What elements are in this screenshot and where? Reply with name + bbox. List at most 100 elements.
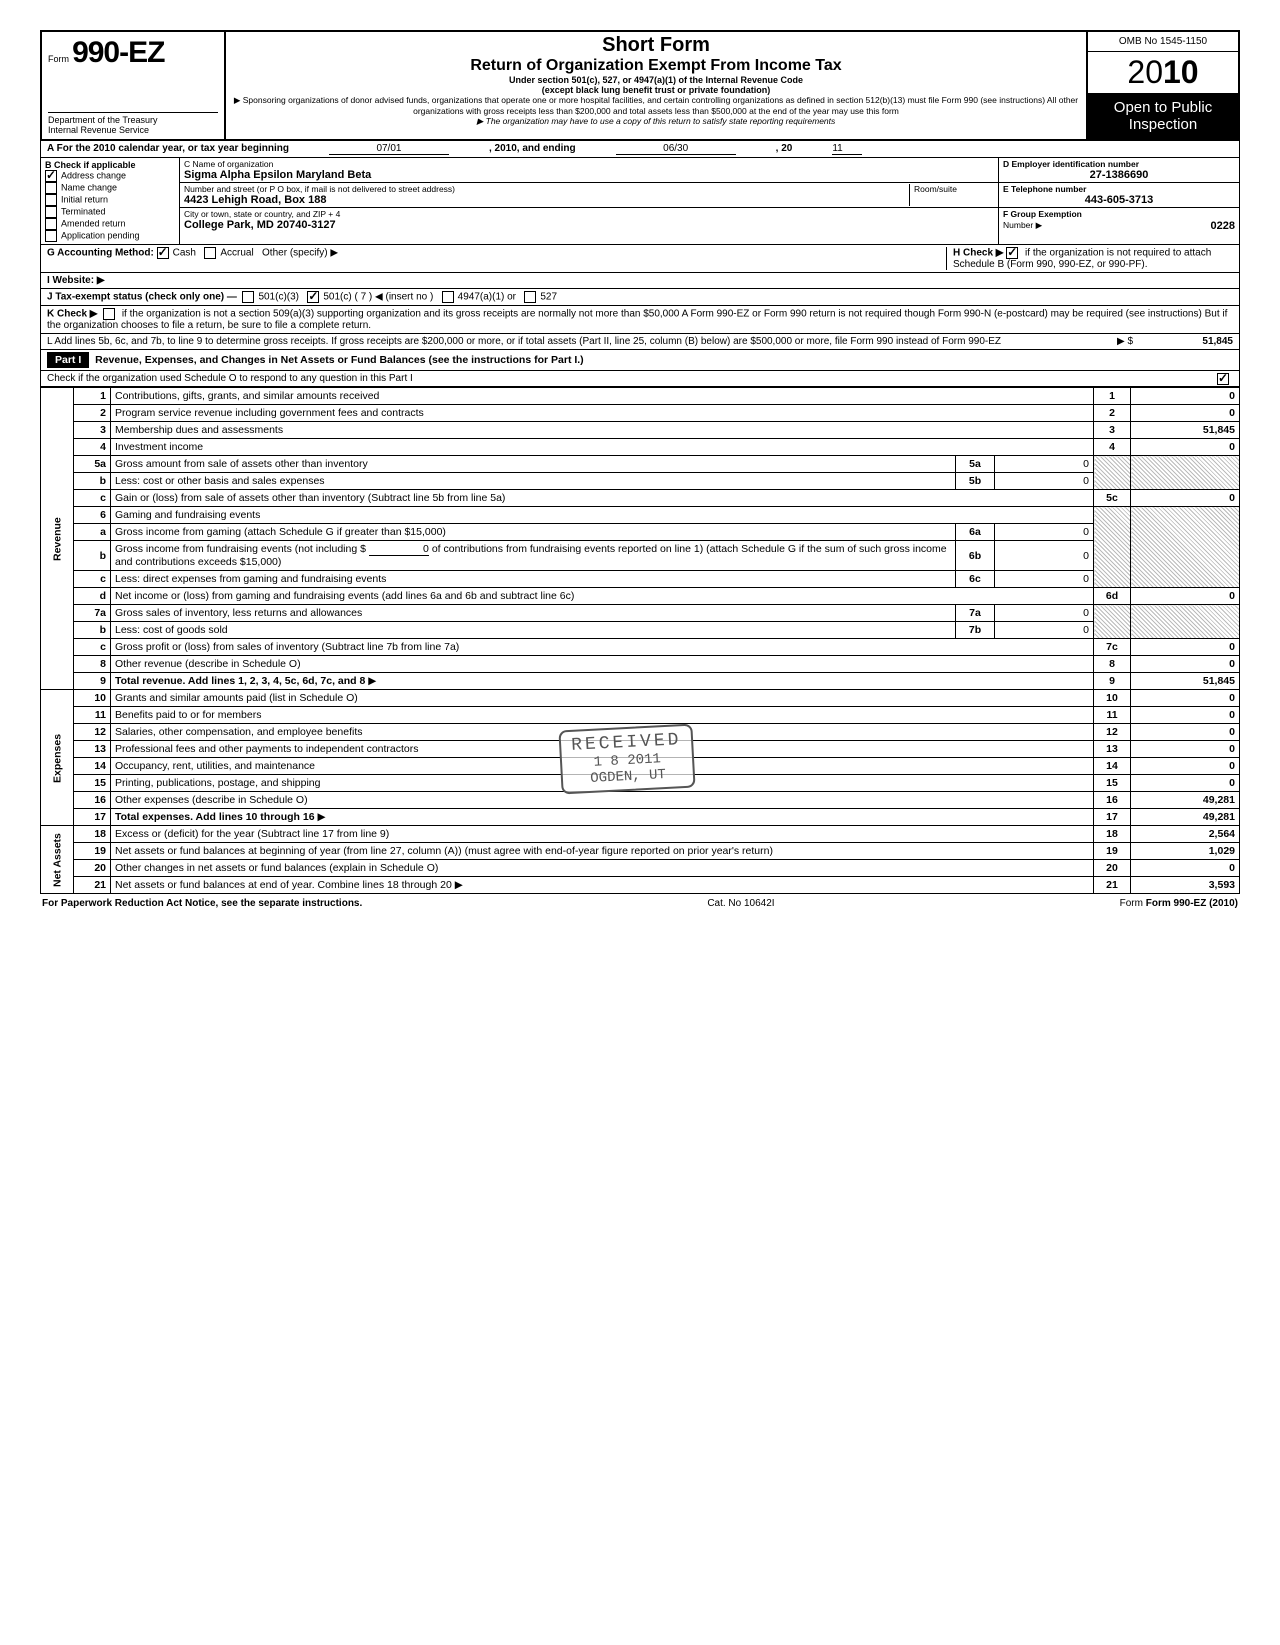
line-i: I Website: ▶ — [40, 273, 1240, 289]
line-19-text: Net assets or fund balances at beginning… — [111, 843, 1094, 860]
line-18-text: Excess or (deficit) for the year (Subtra… — [111, 826, 1094, 843]
line-g-h: G Accounting Method: Cash Accrual Other … — [40, 245, 1240, 273]
line-1-val: 0 — [1131, 388, 1240, 405]
line-box-3: 3 — [1094, 422, 1131, 439]
line-box-5c: 5c — [1094, 490, 1131, 507]
c-label: C Name of organization — [184, 159, 994, 169]
sub-5b: 5b — [956, 473, 995, 490]
line-9-text: Total revenue. Add lines 1, 2, 3, 4, 5c,… — [115, 675, 365, 687]
line-num-16: 16 — [74, 792, 111, 809]
line-9-val: 51,845 — [1131, 673, 1240, 690]
part1-check-row: Check if the organization used Schedule … — [40, 371, 1240, 387]
j-4947: 4947(a)(1) or — [458, 292, 516, 303]
line-5a-sub: 0 — [995, 456, 1094, 473]
line-14-val: 0 — [1131, 758, 1240, 775]
line-num-5b: b — [74, 473, 111, 490]
check-initial-return[interactable] — [45, 194, 57, 206]
line-21-cell: Net assets or fund balances at end of ye… — [111, 877, 1094, 894]
netassets-side-label: Net Assets — [41, 826, 74, 894]
check-accrual[interactable] — [204, 247, 216, 259]
group-exemption: 0228 — [1211, 220, 1235, 232]
line-20-text: Other changes in net assets or fund bala… — [111, 860, 1094, 877]
check-address-change[interactable] — [45, 170, 57, 182]
line-box-4: 4 — [1094, 439, 1131, 456]
check-label-3: Terminated — [61, 206, 106, 216]
header-note1: ▶ Sponsoring organizations of donor advi… — [232, 95, 1080, 116]
check-amended[interactable] — [45, 218, 57, 230]
line-6d-text: Net income or (loss) from gaming and fun… — [111, 588, 1094, 605]
j-527: 527 — [540, 292, 557, 303]
shade-6 — [1094, 507, 1131, 588]
line-7b-sub: 0 — [995, 622, 1094, 639]
check-label-4: Amended return — [61, 218, 126, 228]
line-box-20: 20 — [1094, 860, 1131, 877]
line-num-10: 10 — [74, 690, 111, 707]
line-num-8: 8 — [74, 656, 111, 673]
line-15-val: 0 — [1131, 775, 1240, 792]
line-num-6b: b — [74, 541, 111, 571]
line-16-text: Other expenses (describe in Schedule O) — [111, 792, 1094, 809]
line-box-16: 16 — [1094, 792, 1131, 809]
check-schedule-o[interactable] — [1217, 373, 1229, 385]
line-k: K Check ▶ if the organization is not a s… — [40, 306, 1240, 334]
line-num-7b: b — [74, 622, 111, 639]
line-13-text: Professional fees and other payments to … — [111, 741, 1094, 758]
line-num-5c: c — [74, 490, 111, 507]
ein: 27-1386690 — [1003, 169, 1235, 181]
line-6a-sub: 0 — [995, 524, 1094, 541]
line-15-text: Printing, publications, postage, and shi… — [111, 775, 1094, 792]
line-num-21: 21 — [74, 877, 111, 894]
entity-block: B Check if applicable Address change Nam… — [40, 158, 1240, 245]
line-14-text: Occupancy, rent, utilities, and maintena… — [111, 758, 1094, 775]
line-a-mid: , 2010, and ending — [489, 143, 576, 155]
line-10-text: Grants and similar amounts paid (list in… — [111, 690, 1094, 707]
line-num-6a: a — [74, 524, 111, 541]
line-num-15: 15 — [74, 775, 111, 792]
check-cash[interactable] — [157, 247, 169, 259]
year-prefix: 20 — [1127, 54, 1163, 90]
line-box-6d: 6d — [1094, 588, 1131, 605]
line-num-2: 2 — [74, 405, 111, 422]
line-6c-sub: 0 — [995, 571, 1094, 588]
f-number-label: Number ▶ — [1003, 220, 1042, 230]
line-num-5a: 5a — [74, 456, 111, 473]
line-box-14: 14 — [1094, 758, 1131, 775]
check-name-change[interactable] — [45, 182, 57, 194]
line-box-7c: 7c — [1094, 639, 1131, 656]
line-6-text: Gaming and fundraising events — [111, 507, 1094, 524]
check-527[interactable] — [524, 291, 536, 303]
h-label: H Check ▶ — [953, 248, 1003, 259]
line-num-4: 4 — [74, 439, 111, 456]
line-7c-text: Gross profit or (loss) from sales of inv… — [111, 639, 1094, 656]
d-label: D Employer identification number — [1003, 159, 1235, 169]
shade-7-amt — [1131, 605, 1240, 639]
line-12-text: Salaries, other compensation, and employ… — [111, 724, 1094, 741]
line-6b-pre: Gross income from fundraising events (no… — [115, 543, 366, 555]
sub-6c: 6c — [956, 571, 995, 588]
shade-5 — [1094, 456, 1131, 490]
line-4-val: 0 — [1131, 439, 1240, 456]
line-5b-text: Less: cost or other basis and sales expe… — [111, 473, 956, 490]
check-k[interactable] — [103, 308, 115, 320]
line-num-20: 20 — [74, 860, 111, 877]
title-box: Short Form Return of Organization Exempt… — [226, 32, 1088, 139]
org-address: 4423 Lehigh Road, Box 188 — [184, 194, 909, 206]
check-terminated[interactable] — [45, 206, 57, 218]
shade-7 — [1094, 605, 1131, 639]
check-501c3[interactable] — [242, 291, 254, 303]
line-2-text: Program service revenue including govern… — [111, 405, 1094, 422]
line-2-val: 0 — [1131, 405, 1240, 422]
f-label: F Group Exemption — [1003, 209, 1082, 219]
sub-7a: 7a — [956, 605, 995, 622]
check-4947[interactable] — [442, 291, 454, 303]
line-num-1: 1 — [74, 388, 111, 405]
line-8-text: Other revenue (describe in Schedule O) — [111, 656, 1094, 673]
dept-irs: Internal Revenue Service — [48, 125, 218, 135]
line-1-text: Contributions, gifts, grants, and simila… — [111, 388, 1094, 405]
line-5c-val: 0 — [1131, 490, 1240, 507]
check-h[interactable] — [1006, 247, 1018, 259]
open-line1: Open to Public — [1088, 99, 1238, 116]
shade-6-amt — [1131, 507, 1240, 588]
check-501c[interactable] — [307, 291, 319, 303]
check-application-pending[interactable] — [45, 230, 57, 242]
